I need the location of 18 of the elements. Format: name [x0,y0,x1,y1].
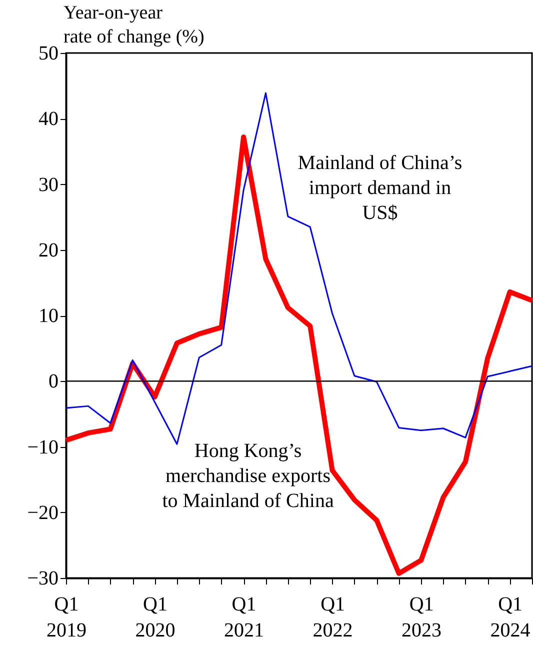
y-tick-label: 30 [38,174,58,196]
x-tick-label: Q1 2024 [490,594,530,642]
series-label: Mainland of China’s import demand in US$ [298,152,462,224]
y-tick-label: 0 [48,370,58,393]
series-label: Hong Kong’s merchandise exports to Mainland of China [162,440,334,512]
x-tick-label: Q1 2022 [312,594,353,642]
y-axis-title: Year-on-year rate of change (%) [64,2,204,48]
x-tick-label: Q1 2023 [402,594,442,642]
y-tick-label: 40 [38,108,58,130]
y-tick-label: 10 [38,305,58,327]
y-tick-label: −30 [27,568,58,590]
x-tick-label: Q1 2019 [46,594,86,642]
x-tick-label: Q1 2021 [224,594,264,642]
y-tick-label: 50 [38,42,58,64]
y-tick-label: 20 [38,239,58,262]
y-tick-label: −10 [27,436,58,458]
y-tick-label: −20 [27,502,58,524]
x-tick-label: Q1 2020 [135,594,176,642]
